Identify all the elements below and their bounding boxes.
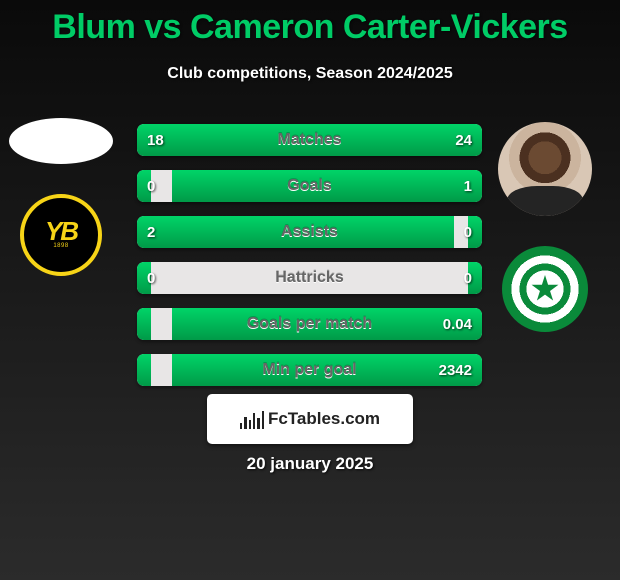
stat-value-right: 0 <box>454 216 482 248</box>
stat-value-right: 1 <box>454 170 482 202</box>
player-right-column <box>490 122 600 332</box>
page-title: Blum vs Cameron Carter-Vickers <box>0 0 620 47</box>
stat-row: 0Hattricks0 <box>137 262 482 294</box>
player-left-avatar <box>9 118 113 164</box>
stat-bars: 18Matches240Goals12Assists00Hattricks0Go… <box>137 124 482 386</box>
subtitle: Club competitions, Season 2024/2025 <box>0 65 620 83</box>
stat-label: Assists <box>137 216 482 248</box>
stat-row: 18Matches24 <box>137 124 482 156</box>
stat-value-right: 2342 <box>429 354 482 386</box>
yb-logo-text: YB <box>45 221 77 242</box>
stat-row: Goals per match0.04 <box>137 308 482 340</box>
stat-label: Matches <box>137 124 482 156</box>
stat-label: Goals per match <box>137 308 482 340</box>
chart-icon <box>240 409 264 429</box>
club-badge-left: YB 1898 <box>20 194 102 276</box>
player-left-column: YB 1898 <box>6 118 116 276</box>
brand-text: FcTables.com <box>268 409 380 429</box>
stat-row: Min per goal2342 <box>137 354 482 386</box>
stat-value-right: 0.04 <box>433 308 482 340</box>
player-right-avatar <box>498 122 592 216</box>
brand-logo[interactable]: FcTables.com <box>207 394 413 444</box>
stat-row: 0Goals1 <box>137 170 482 202</box>
yb-logo-sub: 1898 <box>53 243 68 249</box>
stat-label: Hattricks <box>137 262 482 294</box>
club-badge-right <box>502 246 588 332</box>
stat-row: 2Assists0 <box>137 216 482 248</box>
stat-value-right: 24 <box>445 124 482 156</box>
footer-date: 20 january 2025 <box>0 454 620 474</box>
stat-value-right: 0 <box>454 262 482 294</box>
stat-label: Goals <box>137 170 482 202</box>
